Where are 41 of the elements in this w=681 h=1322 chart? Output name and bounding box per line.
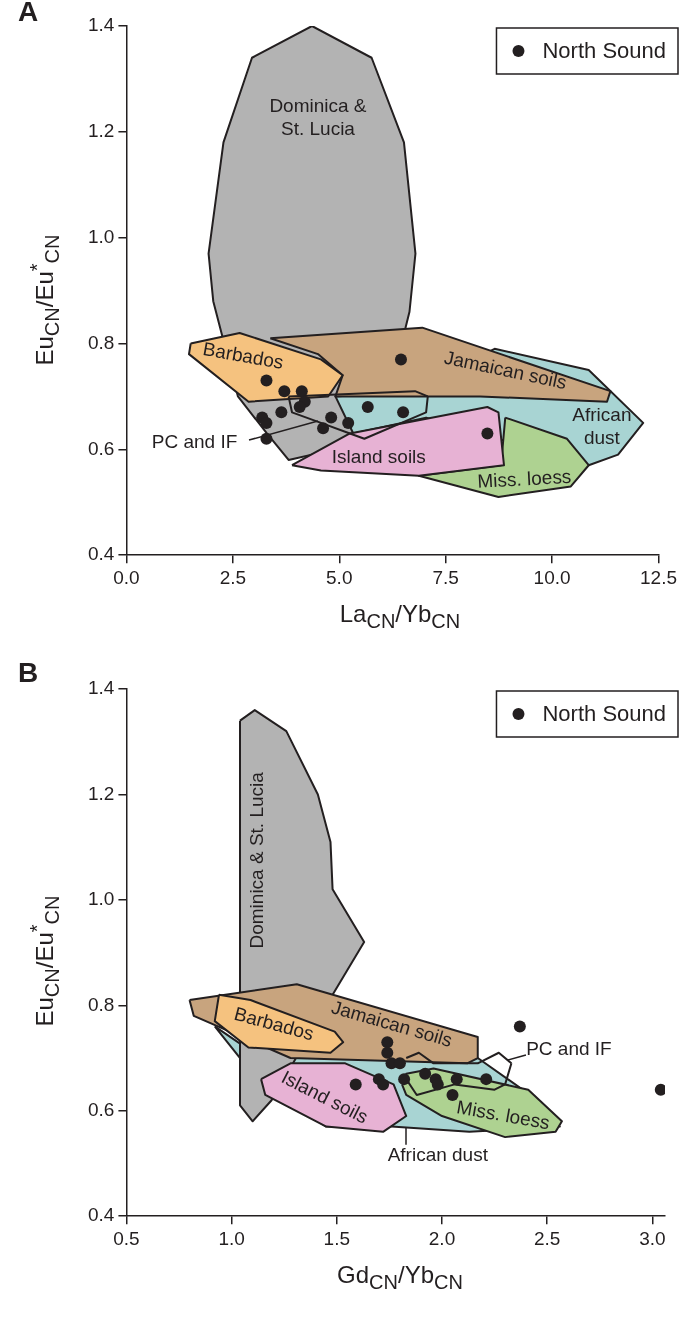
x-axis-title: Gd$_{CN}$/Yb$_{CN}$	[337, 1261, 463, 1294]
x-tick-label: 7.5	[432, 566, 459, 588]
x-tick-label: 5.0	[326, 566, 353, 588]
x-tick-label: 12.5	[640, 566, 677, 588]
x-tick-label: 1.0	[218, 1227, 245, 1249]
legend-label: North Sound	[542, 38, 667, 64]
series-label: African dust	[387, 1143, 489, 1165]
series-label: Island soils	[331, 445, 426, 467]
chart-title: B	[18, 657, 39, 689]
series-label: Miss. loess	[455, 1096, 552, 1134]
y-tick-label: 1.4	[87, 677, 115, 699]
x-axis-title: La$_{CN}$/Yb$_{CN}$	[339, 600, 461, 633]
series-label: Miss. loess	[476, 465, 572, 492]
x-tick-label: 3.0	[639, 1227, 666, 1249]
text: PC and IF	[151, 431, 238, 453]
x-tick-label: 10.0	[533, 566, 571, 588]
x-tick-label: 0.5	[113, 1227, 140, 1249]
series-label: Dominica & St. Lucia	[246, 771, 268, 949]
series-label: Barbados	[201, 338, 286, 373]
x-tick-label: 1.5	[323, 1227, 351, 1249]
y-tick-label: 0.4	[87, 1204, 115, 1226]
series-label: African dust	[572, 403, 632, 448]
y-tick-label: 1.2	[87, 782, 115, 804]
y-tick-label: 0.8	[87, 993, 115, 1015]
legend-label: PC and IF	[526, 1038, 612, 1060]
x-tick-label: 0.0	[113, 566, 140, 588]
y-tick-label: 0.6	[87, 1098, 115, 1120]
y-tick-label: 0.4	[87, 543, 115, 565]
y-tick-label: 1.2	[87, 120, 115, 142]
y-tick-label: 1.0	[87, 225, 115, 247]
y-tick-label: 0.6	[87, 437, 115, 459]
x-tick-label: 2.0	[428, 1227, 456, 1249]
x-tick-label: 2.5	[219, 566, 247, 588]
x-tick-label: 2.5	[533, 1227, 561, 1249]
y-tick-label: 1.0	[87, 888, 115, 910]
series-label: Jamaican soils	[442, 346, 569, 394]
series-label: Dominica & St. Lucia	[269, 95, 367, 140]
y-tick-label: 1.4	[87, 14, 115, 36]
y-tick-label: 0.8	[87, 331, 115, 353]
chart-title: A	[18, 0, 39, 28]
legend-label: North Sound	[542, 701, 667, 727]
